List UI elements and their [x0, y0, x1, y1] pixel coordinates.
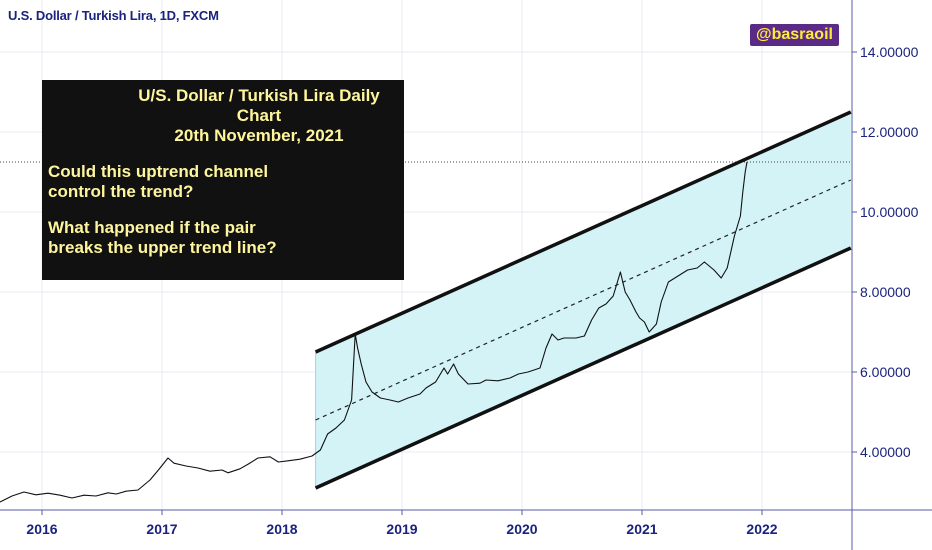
annotation-title: U/S. Dollar / Turkish Lira Daily Chart	[138, 86, 380, 125]
y-tick-label-1: 6.00000	[860, 364, 911, 380]
x-tick-label-2: 2018	[266, 521, 297, 537]
x-tick-label-1: 2017	[146, 521, 177, 537]
channel-middle-line	[315, 179, 852, 421]
y-tick-label-2: 8.00000	[860, 284, 911, 300]
annotation-question-2a: What happened if the pair	[48, 218, 256, 237]
annotation-question-1b: control the trend?	[48, 182, 194, 201]
y-tick-label-4: 12.00000	[860, 124, 919, 140]
annotation-date: 20th November, 2021	[174, 126, 344, 145]
price-series-line	[0, 161, 748, 503]
x-tick-label-3: 2019	[386, 521, 417, 537]
channel-lower-line	[314, 246, 852, 490]
channel-upper-line	[314, 110, 852, 354]
symbol-title: U.S. Dollar / Turkish Lira, 1D, FXCM	[8, 8, 219, 23]
x-tick-label-5: 2021	[626, 521, 657, 537]
x-tick-label-4: 2020	[506, 521, 537, 537]
annotation-box: U/S. Dollar / Turkish Lira Daily Chart 2…	[42, 80, 404, 280]
y-tick-label-0: 4.00000	[860, 444, 911, 460]
y-tick-label-3: 10.00000	[860, 204, 919, 220]
x-tick-label-6: 2022	[746, 521, 777, 537]
annotation-question-2b: breaks the upper trend line?	[48, 238, 277, 257]
author-watermark: @basraoil	[750, 24, 839, 46]
x-tick-label-0: 2016	[26, 521, 57, 537]
y-tick-label-5: 14.00000	[860, 44, 919, 60]
annotation-question-1a: Could this uptrend channel	[48, 162, 269, 181]
channel-fill	[315, 112, 851, 488]
